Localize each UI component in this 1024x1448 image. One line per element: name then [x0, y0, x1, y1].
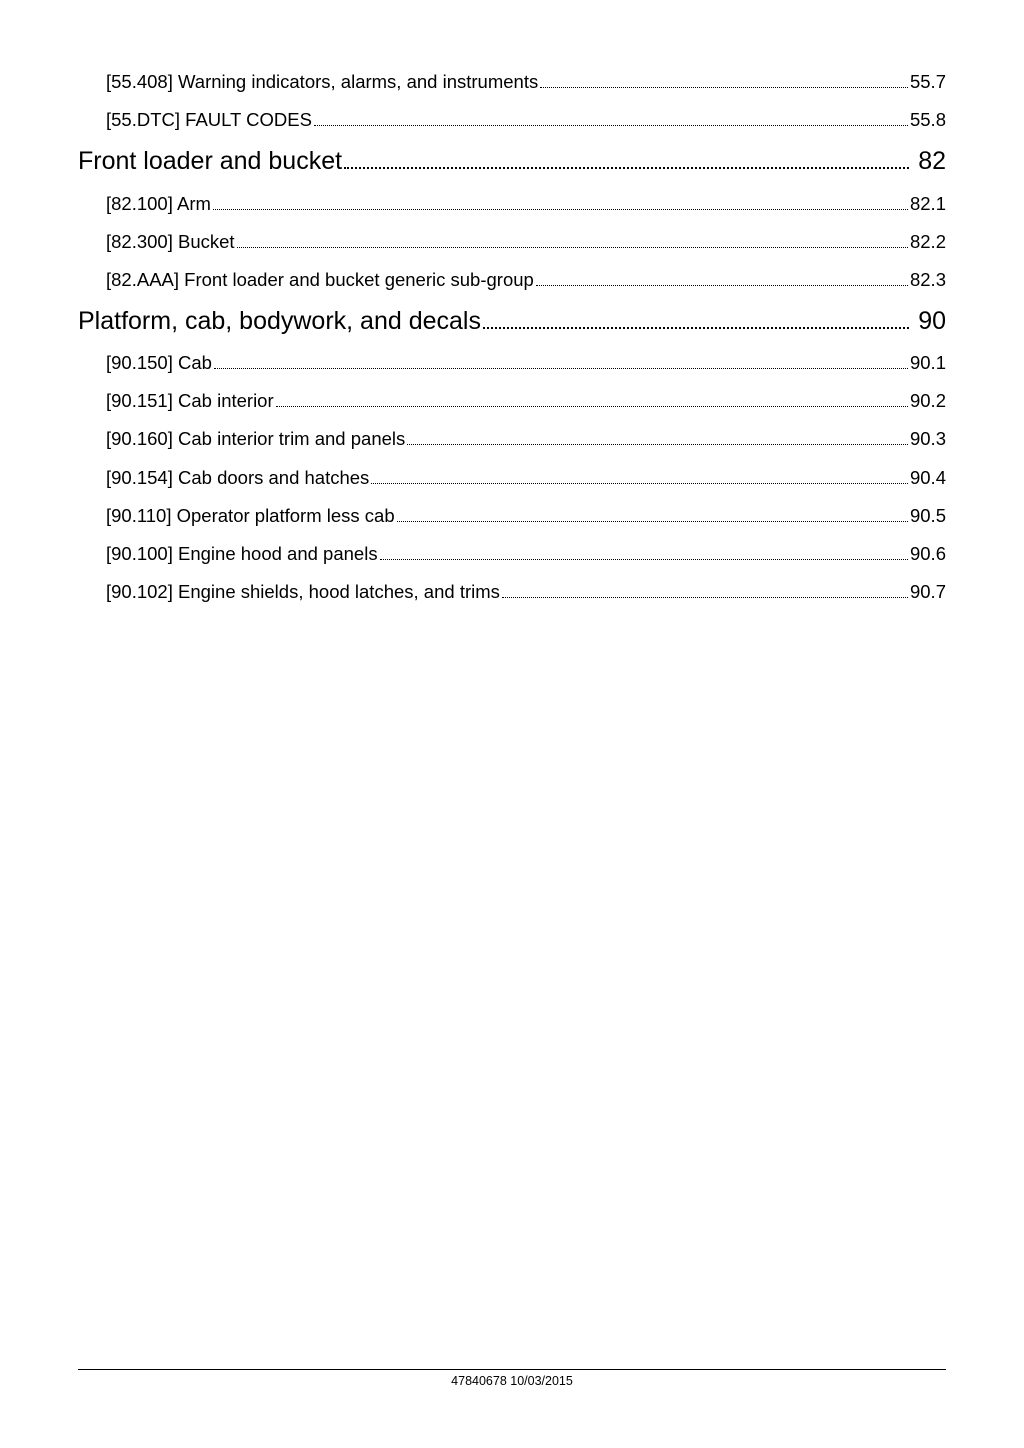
toc-sub-entry: [90.160] Cab interior trim and panels 90… — [78, 427, 946, 450]
toc-page: 82.2 — [910, 230, 946, 253]
toc-page: 90.5 — [910, 504, 946, 527]
toc-label: [82.100] Arm — [106, 192, 211, 215]
toc-section-page: 82 — [911, 146, 946, 177]
toc-page: 82.3 — [910, 268, 946, 291]
dot-leader — [213, 194, 908, 210]
toc-sub-entry: [82.300] Bucket 82.2 — [78, 230, 946, 253]
dot-leader — [380, 544, 908, 560]
dot-leader — [276, 392, 908, 408]
toc-page: 90.4 — [910, 466, 946, 489]
footer-text: 47840678 10/03/2015 — [78, 1374, 946, 1388]
toc-label: [90.150] Cab — [106, 351, 212, 374]
toc-section-heading: Platform, cab, bodywork, and decals 90 — [78, 306, 946, 337]
dot-leader — [214, 353, 908, 369]
toc-label: [90.110] Operator platform less cab — [106, 504, 395, 527]
toc-page: 90.7 — [910, 580, 946, 603]
toc-sub-entry: [90.100] Engine hood and panels 90.6 — [78, 542, 946, 565]
dot-leader — [371, 468, 908, 484]
toc-label: [55.DTC] FAULT CODES — [106, 108, 312, 131]
toc-page: 90.6 — [910, 542, 946, 565]
toc-sub-entry: [90.154] Cab doors and hatches 90.4 — [78, 466, 946, 489]
toc-section-title: Front loader and bucket — [78, 146, 342, 177]
toc-page: 55.8 — [910, 108, 946, 131]
toc-page: 82.1 — [910, 192, 946, 215]
toc-section-heading: Front loader and bucket 82 — [78, 146, 946, 177]
toc-page: 55.7 — [910, 70, 946, 93]
toc-sub-entry: [55.DTC] FAULT CODES 55.8 — [78, 108, 946, 131]
toc-label: [90.154] Cab doors and hatches — [106, 466, 369, 489]
toc-section-page: 90 — [911, 306, 946, 337]
toc-label: [82.AAA] Front loader and bucket generic… — [106, 268, 534, 291]
page: [55.408] Warning indicators, alarms, and… — [0, 0, 1024, 1448]
toc-label: [90.102] Engine shields, hood latches, a… — [106, 580, 500, 603]
dot-leader — [237, 232, 908, 248]
dot-leader — [536, 270, 908, 286]
toc-label: [90.151] Cab interior — [106, 389, 274, 412]
page-footer: 47840678 10/03/2015 — [78, 1369, 946, 1389]
toc-label: [90.160] Cab interior trim and panels — [106, 427, 405, 450]
toc-label: [82.300] Bucket — [106, 230, 235, 253]
toc-sub-entry: [90.151] Cab interior 90.2 — [78, 389, 946, 412]
toc-section-title: Platform, cab, bodywork, and decals — [78, 306, 481, 337]
toc-sub-entry: [90.110] Operator platform less cab 90.5 — [78, 504, 946, 527]
dot-leader — [314, 110, 908, 126]
dot-leader — [502, 582, 908, 598]
toc-sub-entry: [90.102] Engine shields, hood latches, a… — [78, 580, 946, 603]
toc-page: 90.2 — [910, 389, 946, 412]
dot-leader — [407, 430, 908, 446]
toc-page: 90.3 — [910, 427, 946, 450]
toc-sub-entry: [82.AAA] Front loader and bucket generic… — [78, 268, 946, 291]
dot-leader — [397, 506, 908, 522]
dot-leader — [540, 72, 908, 88]
toc-label: [55.408] Warning indicators, alarms, and… — [106, 70, 538, 93]
footer-rule — [78, 1369, 946, 1371]
toc-sub-entry: [82.100] Arm 82.1 — [78, 192, 946, 215]
dot-leader — [483, 308, 909, 329]
dot-leader — [344, 148, 909, 169]
toc-label: [90.100] Engine hood and panels — [106, 542, 378, 565]
toc-page: 90.1 — [910, 351, 946, 374]
toc-sub-entry: [90.150] Cab 90.1 — [78, 351, 946, 374]
toc-sub-entry: [55.408] Warning indicators, alarms, and… — [78, 70, 946, 93]
